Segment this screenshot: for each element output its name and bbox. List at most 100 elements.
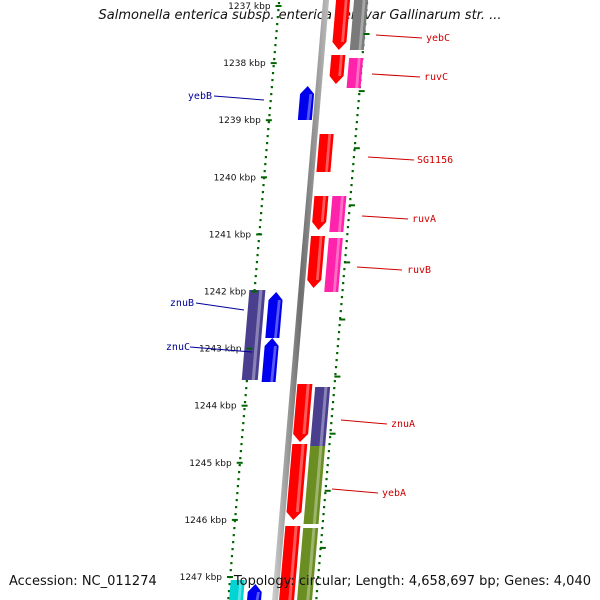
kbp-tick-label: 1238 kbp [223,59,266,69]
right-ruler-dot [320,541,323,544]
left-ruler-dot [267,121,270,124]
left-ruler-dot [258,226,262,229]
left-ruler-dot [232,534,235,537]
right-ruler-dot [317,576,320,579]
gene-leader-line [213,95,265,101]
gene-label-yeba[interactable]: yebA [382,488,406,499]
right-ruler-dot [349,198,352,201]
right-ruler-dot [320,534,323,537]
left-ruler-dot [230,562,233,565]
left-ruler-dot [245,380,248,383]
kbp-tick-label: 1245 kbp [189,459,232,469]
gene-leader-line [340,419,388,425]
znua-pair-feature [310,387,331,446]
right-ruler-dot [340,296,344,299]
gene-label-znuc[interactable]: znuC [166,342,190,353]
gene-label-ruvc[interactable]: ruvC [424,72,448,83]
gene-leader-line [195,302,245,311]
right-ruler-dot [336,352,339,355]
right-ruler-dot [348,212,351,215]
left-ruler-dot [266,135,269,138]
right-ruler-dot [357,100,360,103]
right-ruler-dot [326,471,329,474]
gene-label-ruva[interactable]: ruvA [412,214,436,225]
gene-label-ruvb[interactable]: ruvB [407,265,431,276]
left-ruler-dot [257,240,260,243]
left-ruler-dot [231,548,234,551]
gene-label-znua[interactable]: znuA [391,419,415,430]
right-ruler-dot [326,464,329,467]
left-ruler-dot [235,506,238,509]
kbp-tick-label: 1247 kbp [180,573,223,583]
gene-leader-line [375,34,423,39]
right-ruler-dot [322,513,325,516]
left-ruler-dot [271,72,275,75]
right-ruler-dot [324,492,327,495]
gene-label-sg1156[interactable]: SG1156 [417,155,453,166]
left-ruler-dot [242,415,245,418]
right-ruler-dot [356,114,359,117]
gene-leader-line [331,488,379,494]
left-ruler-dot [255,268,258,271]
left-ruler-dot [237,478,240,481]
znub-feature [265,292,283,338]
left-ruler-dot [277,9,280,12]
right-ruler-dot [331,401,335,404]
ruvb-feature [307,236,325,288]
gray-feature-highlight [358,0,366,50]
red-bottom-feature-highlight [288,526,298,600]
left-ruler-dot [239,450,242,453]
backbone [272,0,330,600]
ruvc-pair-feature-highlight [355,58,361,88]
right-ruler-dot [317,569,320,572]
kbp-tick-label: 1237 kbp [228,2,271,12]
ruva-pair-feature [329,196,347,232]
left-ruler-dot [242,422,245,425]
right-ruler-dot [333,387,336,390]
ruvb-pair-feature [324,238,343,292]
gene-label-yebb[interactable]: yebB [188,91,212,102]
cyan-feature [229,580,245,600]
right-ruler-dot [352,163,355,166]
kbp-tick-label: 1240 kbp [214,173,257,183]
ruva-feature [312,196,329,230]
gene-label-znub[interactable]: znuB [170,298,194,309]
right-ruler-dot [353,149,356,152]
left-ruler-dot [233,520,237,523]
left-ruler-dot [229,569,232,572]
right-ruler-dot [315,590,319,593]
right-ruler-dot [337,338,340,341]
right-ruler-dot [319,548,322,551]
ruvb-pair-feature-highlight [332,238,341,292]
left-ruler-dot [275,30,278,33]
left-ruler-dot [254,282,257,285]
gene-leader-line [189,346,253,353]
blue-bottom-feature-highlight [255,592,260,600]
left-ruler-dot [255,261,259,264]
left-ruler-dot [274,44,277,47]
right-ruler-dot [329,429,332,432]
left-ruler-dot [277,2,281,5]
kbp-tick-label: 1242 kbp [204,288,247,298]
left-ruler-dot [238,464,241,467]
right-ruler-dot [353,142,357,145]
left-ruler-dot [273,51,276,54]
right-ruler-dot [349,191,353,194]
gene-label-yebc[interactable]: yebC [426,33,450,44]
right-ruler-dot [356,107,360,110]
left-ruler-dot [264,156,267,159]
right-ruler-dot [323,499,326,502]
left-ruler-dot [243,401,247,404]
map-title: Salmonella enterica subsp. enterica sero… [98,8,502,23]
accession-label: Accession: NC_011274 [9,574,157,589]
ruler-dots [227,2,369,600]
right-ruler-dot [345,240,348,243]
ruvc-feature-highlight [338,55,343,76]
left-ruler-dot [235,499,238,502]
kbp-tick-label: 1241 kbp [209,230,252,240]
right-ruler-dot [358,93,361,96]
ruvc-feature [329,55,346,84]
left-ruler-dot [260,205,263,208]
red-bottom-feature [279,526,301,600]
right-ruler-dot [321,520,325,523]
